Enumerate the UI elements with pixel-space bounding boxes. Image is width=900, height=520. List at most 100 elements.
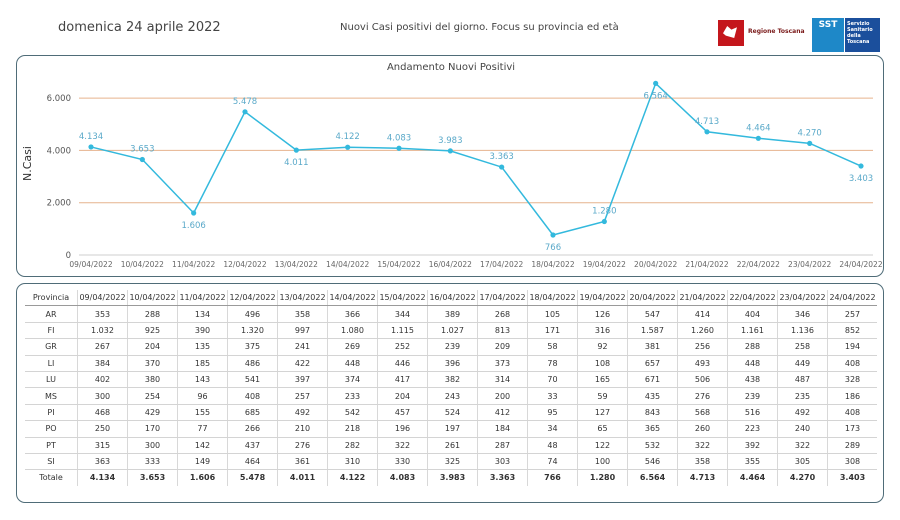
- column-header-date: 13/04/2022: [277, 290, 328, 307]
- table-row: LU 402 380 143 541 397 374 417 382 314 70 165 671 506…: [25, 371, 877, 389]
- table-cell: 852: [827, 322, 877, 340]
- table-cell: 492: [277, 404, 328, 422]
- x-tick-label: 17/04/2022: [480, 260, 523, 269]
- table-cell: 314: [477, 371, 528, 389]
- data-point: [293, 147, 299, 153]
- column-header-provincia: Provincia: [25, 290, 78, 307]
- data-point: [499, 164, 505, 170]
- table-cell: 408: [827, 355, 877, 372]
- x-tick-label: 11/04/2022: [172, 260, 215, 269]
- table-cell: 122: [577, 437, 628, 454]
- table-cell: 92: [577, 338, 628, 356]
- data-point: [396, 145, 402, 151]
- table-cell: 925: [127, 322, 178, 340]
- regione-toscana-label: Regione Toscana: [748, 28, 805, 35]
- table-cell: 257: [827, 305, 877, 323]
- table-cell: 328: [827, 371, 877, 389]
- y-tick-label: 4.000: [47, 146, 71, 156]
- table-cell: 108: [577, 355, 628, 372]
- table-cell: 1.260: [677, 322, 728, 340]
- table-row: MS 300 254 96 408 257 233 204 243 200 33 59 435 276 23…: [25, 387, 877, 405]
- sst-logo: SST Servizio Sanitario della Toscana: [812, 18, 880, 52]
- table-cell: 382: [427, 371, 478, 389]
- table-cell: 127: [577, 404, 628, 422]
- table-cell: 261: [427, 437, 478, 454]
- table-cell: 233: [327, 387, 378, 405]
- table-cell: 3.653: [127, 469, 178, 486]
- data-label: 4.270: [797, 128, 821, 138]
- data-label: 3.653: [130, 145, 154, 155]
- table-cell: 1.136: [777, 322, 828, 340]
- x-tick-label: 20/04/2022: [634, 260, 677, 269]
- column-header-date: 18/04/2022: [527, 290, 578, 307]
- table-cell: 496: [227, 305, 278, 323]
- table-row: LI 384 370 185 486 422 448 446 396 373 78 108 657 493…: [25, 355, 877, 372]
- table-cell: 322: [677, 437, 728, 454]
- table-cell: 254: [127, 387, 178, 405]
- table-cell: 196: [377, 420, 428, 438]
- column-header-date: 24/04/2022: [827, 290, 877, 307]
- table-row: AR 353 288 134 496 358 366 344 389 268 105 126 547 41…: [25, 305, 877, 323]
- table-cell: 4.122: [327, 469, 378, 486]
- table-cell: 325: [427, 453, 478, 471]
- table-cell: 300: [77, 387, 128, 405]
- x-tick-label: 12/04/2022: [223, 260, 266, 269]
- table-cell: 240: [777, 420, 828, 438]
- province-table: Provincia 09/04/2022 10/04/2022 11/04/2022 1…: [25, 290, 877, 486]
- row-label: SI: [25, 453, 78, 471]
- row-label: AR: [25, 305, 78, 323]
- table-cell: 165: [577, 371, 628, 389]
- table-cell: 4.134: [77, 469, 128, 486]
- x-tick-label: 18/04/2022: [531, 260, 574, 269]
- table-cell: 449: [777, 355, 828, 372]
- table-cell: 95: [527, 404, 578, 422]
- table-cell: 381: [627, 338, 678, 356]
- table-cell: 266: [227, 420, 278, 438]
- table-cell: 65: [577, 420, 628, 438]
- table-cell: 1.587: [627, 322, 678, 340]
- table-cell: 429: [127, 404, 178, 422]
- table-cell: 74: [527, 453, 578, 471]
- table-cell: 389: [427, 305, 478, 323]
- table-cell: 239: [427, 338, 478, 356]
- table-cell: 330: [377, 453, 428, 471]
- table-cell: 657: [627, 355, 678, 372]
- table-cell: 267: [77, 338, 128, 356]
- x-tick-label: 19/04/2022: [583, 260, 626, 269]
- table-cell: 303: [477, 453, 528, 471]
- table-cell: 239: [727, 387, 778, 405]
- table-cell: 170: [127, 420, 178, 438]
- table-cell: 282: [327, 437, 378, 454]
- report-date: domenica 24 aprile 2022: [58, 20, 221, 35]
- table-cell: 197: [427, 420, 478, 438]
- x-tick-label: 09/04/2022: [69, 260, 112, 269]
- report-subtitle: Nuovi Casi positivi del giorno. Focus su…: [340, 22, 619, 33]
- table-cell: 315: [77, 437, 128, 454]
- table-cell: 464: [227, 453, 278, 471]
- table-cell: 448: [727, 355, 778, 372]
- table-cell: 210: [277, 420, 328, 438]
- column-header-date: 20/04/2022: [627, 290, 678, 307]
- column-header-date: 19/04/2022: [577, 290, 628, 307]
- column-header-date: 16/04/2022: [427, 290, 478, 307]
- data-label: 6.564: [643, 91, 667, 101]
- table-cell: 532: [627, 437, 678, 454]
- data-label: 4.134: [79, 132, 103, 142]
- header: domenica 24 aprile 2022 Nuovi Casi posit…: [0, 0, 900, 52]
- data-label: 766: [545, 243, 561, 253]
- table-cell: 171: [527, 322, 578, 340]
- pegasus-flag-icon: [718, 20, 744, 46]
- table-cell: 4.270: [777, 469, 828, 486]
- table-cell: 184: [477, 420, 528, 438]
- table-cell: 541: [227, 371, 278, 389]
- table-cell: 142: [177, 437, 228, 454]
- table-row: GR 267 204 135 375 241 269 252 239 209 58 92 381 256 2…: [25, 338, 877, 356]
- data-label: 4.011: [284, 158, 308, 168]
- data-label: 4.713: [695, 117, 719, 127]
- table-cell: 1.115: [377, 322, 428, 340]
- table-cell: 446: [377, 355, 428, 372]
- y-tick-label: 6.000: [47, 94, 71, 104]
- table-cell: 370: [127, 355, 178, 372]
- table-cell: 333: [127, 453, 178, 471]
- table-cell: 486: [227, 355, 278, 372]
